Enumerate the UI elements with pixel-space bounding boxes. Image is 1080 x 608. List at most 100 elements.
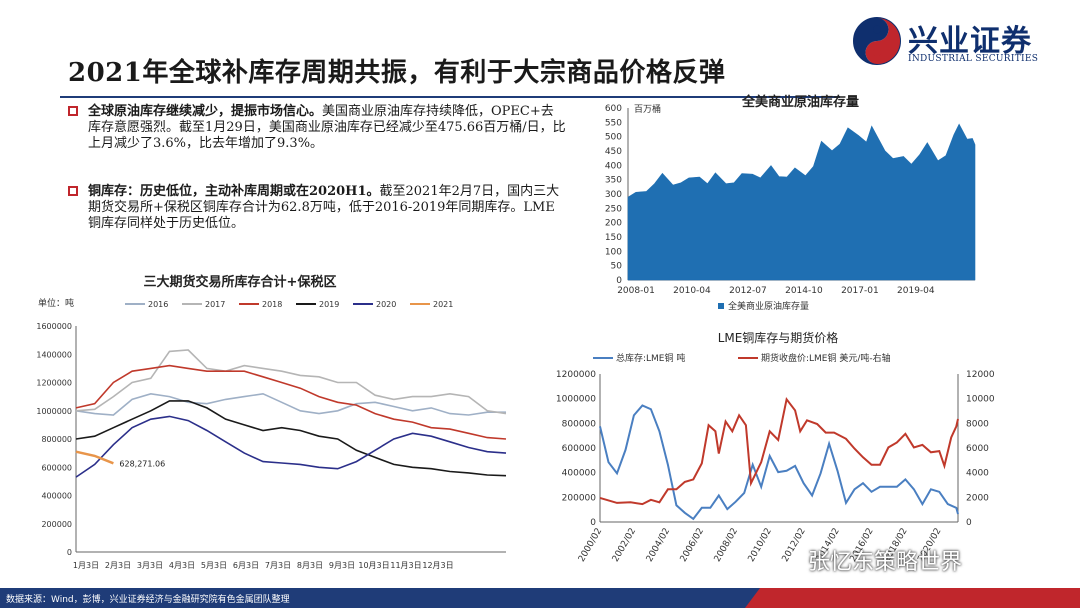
footer-source: 数据来源：Wind，彭博，兴业证券经济与金融研究院有色金属团队整理 <box>6 595 290 605</box>
y-tick-label: 50 <box>611 262 623 272</box>
bullet-oil: 全球原油库存继续减少，提振市场信心。美国商业原油库存持续降低，OPEC+去库存意… <box>68 104 566 152</box>
unit-label: 百万桶 <box>634 103 661 115</box>
bullet-copper: 铜库存：历史低位，主动补库周期或在2020H1。截至2021年2月7日，国内三大… <box>68 184 566 232</box>
y-tick-label: 450 <box>605 147 622 157</box>
x-tick-label: 2004/02 <box>645 527 672 564</box>
x-tick-label: 8月3日 <box>297 561 323 570</box>
slide-title: 2021年全球补库存周期共振，有利于大宗商品价格反弹 <box>68 58 726 88</box>
legend-swatch <box>718 303 724 309</box>
x-tick-label: 10月3日 <box>358 561 389 570</box>
legend-label: 总库存:LME铜 吨 <box>616 352 685 364</box>
series-line-2018 <box>75 364 507 440</box>
series-line-2016 <box>75 392 506 416</box>
y-left-tick-label: 0 <box>590 518 596 528</box>
y-right-tick-label: 12000 <box>966 370 995 380</box>
y-tick-label: 350 <box>605 176 622 186</box>
legend-label: 全美商业原油库存量 <box>728 300 809 310</box>
y-tick-label: 400 <box>605 161 622 171</box>
x-tick-label: 4月3日 <box>169 561 195 570</box>
y-tick-label: 150 <box>605 233 622 243</box>
y-left-tick-label: 1000000 <box>556 395 596 405</box>
y-tick-label: 600 <box>605 104 622 114</box>
y-left-tick-label: 600000 <box>562 444 597 454</box>
y-tick-label: 100 <box>605 247 622 257</box>
chart-title: 全美商业原油库存量 <box>741 94 859 110</box>
series-line-2017 <box>75 349 507 415</box>
y-right-tick-label: 10000 <box>966 395 995 405</box>
bullet-box-icon <box>68 106 78 116</box>
footer-bar <box>0 588 1080 608</box>
legend-label: 期货收盘价:LME铜 美元/吨-右轴 <box>761 352 891 364</box>
y-right-tick-label: 4000 <box>966 469 989 479</box>
x-tick-label: 2010/02 <box>747 527 774 564</box>
legend-label: 2018 <box>262 300 282 309</box>
x-tick-label: 12月3日 <box>422 561 453 570</box>
series-line-2021 <box>75 450 114 465</box>
y-right-tick-label: 8000 <box>966 419 989 429</box>
series-line-2020 <box>75 415 507 478</box>
y-tick-label: 800000 <box>41 435 72 444</box>
y-right-tick-label: 0 <box>966 518 972 528</box>
x-tick-label: 7月3日 <box>265 561 291 570</box>
y-tick-label: 200000 <box>41 520 72 529</box>
y-tick-label: 1600000 <box>36 322 72 331</box>
company-logo-name: 兴业证券 <box>908 24 1032 59</box>
data-annotation: 628,271.06 <box>119 459 165 468</box>
legend-label: 2021 <box>433 300 453 309</box>
y-right-tick-label: 2000 <box>966 493 989 503</box>
chart-title: LME铜库存与期货价格 <box>718 330 839 345</box>
legend-label: 2016 <box>148 300 168 309</box>
y-tick-label: 200 <box>605 219 622 229</box>
bullet-copper-heading: 铜库存：历史低位，主动补库周期或在2020H1。 <box>88 184 380 199</box>
x-tick-label: 11月3日 <box>390 561 421 570</box>
y-tick-label: 0 <box>67 548 72 557</box>
x-tick-label: 2002/02 <box>611 527 638 564</box>
watermark-text: 张忆东策略世界 <box>808 550 963 575</box>
bullet-oil-heading: 全球原油库存继续减少，提振市场信心。 <box>88 104 323 119</box>
y-tick-label: 1000000 <box>36 407 72 416</box>
y-tick-label: 550 <box>605 118 622 128</box>
bullet-copper-text: 截至2021年2月7日，国内三大期货交易所+保税区铜库存合计为62.8万吨，低于… <box>88 184 560 231</box>
x-tick-label: 2012/02 <box>781 527 808 564</box>
x-tick-label: 2019-04 <box>897 286 935 296</box>
oil-inventory-chart: 0 50 100 150 200 250 300 350 400 450 500 550 600 2008… <box>605 94 976 310</box>
y-tick-label: 500 <box>605 133 622 143</box>
y-tick-label: 250 <box>605 204 622 214</box>
y-tick-label: 300 <box>605 190 622 200</box>
series-line-2019 <box>75 400 507 477</box>
y-right-tick-label: 6000 <box>966 444 989 454</box>
oil-inventory-area <box>627 123 976 281</box>
y-tick-label: 400000 <box>41 492 72 501</box>
legend-label: 2020 <box>376 300 396 309</box>
x-tick-label: 2008/02 <box>713 527 740 564</box>
lme-stock-line <box>599 404 959 521</box>
y-tick-label: 1400000 <box>36 350 72 359</box>
y-left-tick-label: 800000 <box>562 419 597 429</box>
x-tick-label: 2000/02 <box>577 527 604 564</box>
x-tick-label: 5月3日 <box>201 561 227 570</box>
title-underline <box>60 96 840 98</box>
company-logo-english: INDUSTRIAL SECURITIES <box>908 54 1039 64</box>
x-tick-label: 9月3日 <box>329 561 355 570</box>
bullet-oil-text: 美国商业原油库存持续降低，OPEC+去库存意愿强烈。截至1月29日，美国商业原油… <box>88 104 566 151</box>
x-tick-label: 2017-01 <box>841 286 879 296</box>
y-left-tick-label: 1200000 <box>556 370 596 380</box>
x-tick-label: 2012-07 <box>729 286 767 296</box>
y-tick-label: 1200000 <box>36 379 72 388</box>
y-tick-label: 600000 <box>41 463 72 472</box>
x-tick-label: 6月3日 <box>233 561 259 570</box>
x-tick-label: 2010-04 <box>673 286 711 296</box>
y-tick-label: 0 <box>616 276 622 286</box>
lme-price-line <box>599 396 959 506</box>
legend-label: 2019 <box>319 300 339 309</box>
y-left-tick-label: 200000 <box>562 493 597 503</box>
x-tick-label: 2008-01 <box>617 286 655 296</box>
x-tick-label: 2006/02 <box>679 527 706 564</box>
x-tick-label: 1月3日 <box>73 561 99 570</box>
x-tick-label: 2014-10 <box>785 286 823 296</box>
unit-label: 单位：吨 <box>38 297 74 309</box>
legend-label: 2017 <box>205 300 225 309</box>
x-tick-label: 3月3日 <box>137 561 163 570</box>
